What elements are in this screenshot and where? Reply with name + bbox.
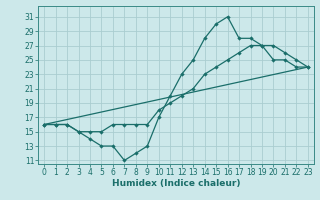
X-axis label: Humidex (Indice chaleur): Humidex (Indice chaleur) [112, 179, 240, 188]
